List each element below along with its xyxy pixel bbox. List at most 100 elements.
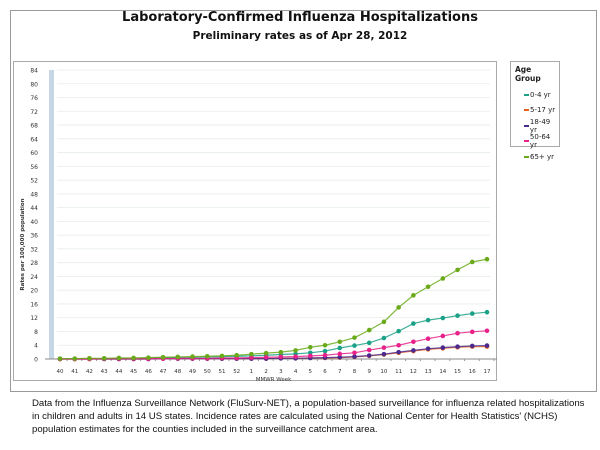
legend-label: 50-64 yr [529, 133, 551, 150]
data-point-0-4-yr [425, 317, 431, 323]
data-point-65-yr [278, 349, 284, 355]
data-point-65-yr [366, 327, 372, 333]
data-point-0-4-yr [366, 340, 372, 346]
chart-title: Laboratory-Confirmed Influenza Hospitali… [122, 10, 478, 25]
x-tick-label: 45 [130, 369, 137, 375]
y-tick-label: 64 [30, 136, 38, 143]
legend-item-18-49-yr: 18-49 yr [511, 118, 559, 134]
data-point-50-64-yr [263, 354, 269, 360]
x-tick-label: 5 [309, 369, 313, 375]
x-tick-label: 16 [469, 369, 476, 375]
data-point-0-4-yr [381, 335, 387, 341]
chart-subtitle: Preliminary rates as of Apr 28, 2012 [192, 30, 408, 42]
y-tick-label: 56 [30, 164, 38, 171]
data-point-50-64-yr [352, 350, 357, 356]
legend-swatch [524, 140, 529, 143]
data-point-0-4-yr [396, 328, 401, 334]
data-point-0-4-yr [411, 321, 416, 326]
data-point-65-yr [146, 355, 151, 360]
data-point-65-yr [440, 276, 446, 281]
data-point-65-yr [469, 259, 475, 265]
data-point-50-64-yr [293, 354, 298, 359]
data-point-18-49-yr [352, 354, 357, 359]
x-tick-label: 41 [71, 369, 78, 375]
legend-label: 18-49 yr [529, 117, 551, 134]
data-point-65-yr [57, 356, 63, 361]
y-axis-label: Rates per 100,000 population [20, 198, 26, 290]
series-line-65-yr [60, 258, 488, 360]
x-tick-label: 4 [294, 369, 298, 375]
legend-swatch [524, 155, 529, 158]
data-point-65-yr [72, 356, 78, 361]
x-tick-label: 46 [145, 369, 152, 375]
y-tick-label: 48 [30, 191, 38, 198]
y-tick-label: 16 [30, 301, 38, 308]
x-tick-label: 9 [367, 369, 371, 375]
data-point-50-64-yr [469, 329, 475, 335]
x-tick-label: 11 [395, 369, 402, 375]
legend-swatch [524, 124, 529, 127]
x-tick-label: 51 [218, 369, 225, 375]
data-point-65-yr [175, 354, 181, 360]
data-point-18-49-yr [469, 343, 475, 349]
data-point-0-4-yr [440, 315, 446, 321]
data-point-65-yr [425, 284, 431, 290]
data-point-65-yr [308, 345, 313, 350]
x-tick-label: 15 [454, 369, 461, 375]
data-point-18-49-yr [337, 354, 343, 360]
y-tick-label: 12 [30, 315, 38, 322]
data-point-65-yr [411, 293, 416, 298]
data-point-0-4-yr [352, 343, 357, 348]
x-tick-label: 7 [338, 369, 342, 375]
data-point-65-yr [204, 353, 210, 359]
legend-item-5-17-yr: 5-17 yr [511, 103, 559, 119]
data-point-0-4-yr [322, 348, 328, 354]
legend-label: 0-4 yr [530, 90, 551, 99]
data-point-65-yr [263, 350, 269, 356]
x-tick-label: 49 [189, 369, 196, 375]
legend-label: 5-17 yr [530, 106, 556, 115]
data-point-18-49-yr [396, 349, 401, 355]
data-point-0-4-yr [469, 311, 475, 316]
series-line-50-64-yr [60, 330, 488, 360]
legend-label: 65+ yr [530, 152, 555, 161]
data-point-18-49-yr [484, 343, 490, 348]
data-point-65-yr [131, 355, 136, 361]
y-tick-label: 0 [34, 357, 38, 364]
x-tick-label: 14 [439, 369, 446, 375]
legend-swatch [524, 93, 529, 96]
data-point-50-64-yr [440, 333, 446, 339]
y-tick-label: 8 [34, 329, 38, 336]
x-tick-label: 44 [115, 369, 122, 375]
y-tick-label: 4 [34, 343, 38, 350]
legend-item-0-4-yr: 0-4 yr [511, 87, 559, 103]
data-point-65-yr [101, 356, 107, 361]
x-tick-label: 48 [174, 369, 181, 375]
legend: Age Group 0-4 yr 5-17 yr 18-49 yr 50-64 yr 6… [510, 61, 560, 161]
x-tick-label: 47 [160, 369, 167, 375]
data-point-65-yr [455, 267, 460, 273]
data-point-18-49-yr [440, 345, 446, 350]
chart-frame [10, 10, 597, 392]
x-tick-label: 12 [410, 369, 417, 375]
y-tick-label: 68 [30, 123, 38, 130]
legend-item-50-64-yr: 50-64 yr [511, 133, 559, 150]
series-line-0-4-yr [60, 311, 488, 360]
x-axis-label: MMWR Week [256, 377, 292, 383]
data-point-50-64-yr [322, 352, 328, 358]
x-tick-label: 2 [264, 369, 268, 375]
data-point-65-yr [337, 339, 343, 345]
data-point-65-yr [160, 354, 166, 360]
x-tick-label: 10 [380, 369, 387, 375]
legend-swatch [524, 109, 529, 112]
data-point-18-49-yr [425, 346, 431, 351]
y-tick-label: 20 [30, 288, 38, 295]
y-tick-label: 40 [30, 219, 38, 226]
data-point-18-49-yr [381, 351, 387, 357]
data-point-65-yr [219, 353, 225, 359]
y-tick-label: 84 [30, 68, 38, 75]
plot-frame [13, 61, 497, 381]
data-point-50-64-yr [337, 351, 343, 357]
data-point-65-yr [234, 352, 239, 358]
y-tick-label: 28 [30, 260, 38, 267]
